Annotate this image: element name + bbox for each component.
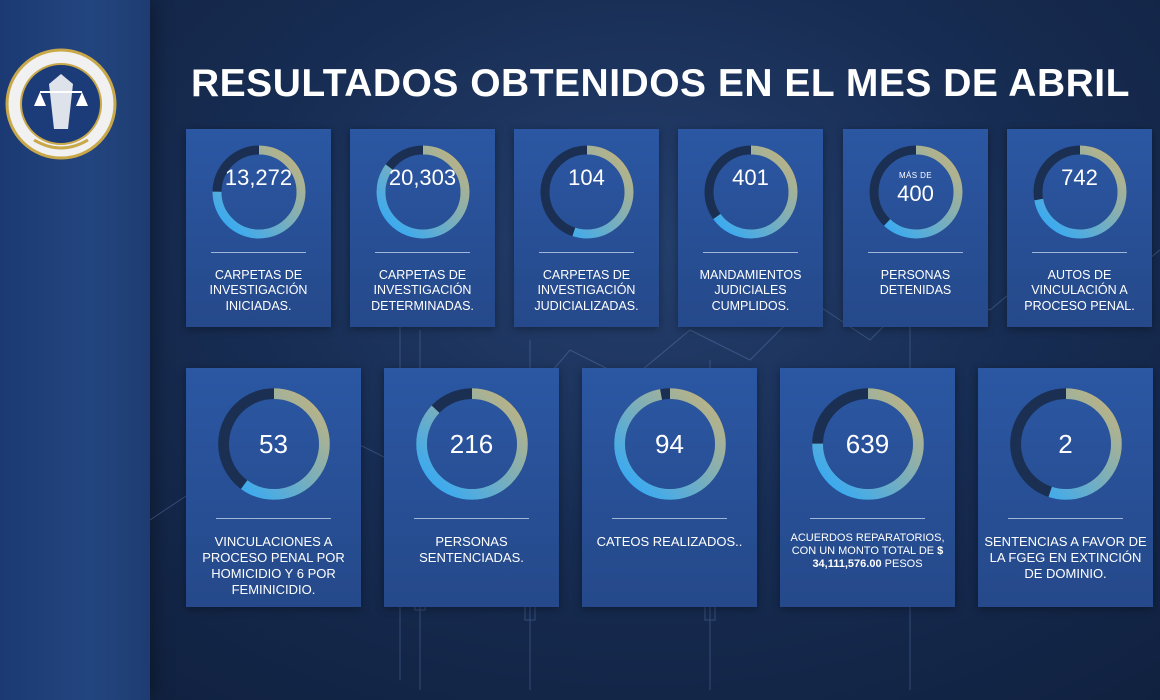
progress-ring <box>540 145 633 239</box>
stat-value: 20,303 <box>388 165 457 190</box>
progress-ring <box>376 145 469 239</box>
ring-progress-arc <box>811 388 924 500</box>
stat-value: 2 <box>1058 429 1073 459</box>
ring-progress-arc <box>1033 145 1126 239</box>
stat-label: PERSONAS DETENIDAS <box>879 268 952 298</box>
divider <box>810 518 925 519</box>
stat-card-cateos: 94 CATEOS REALIZADOS.. <box>582 368 757 607</box>
divider <box>1008 518 1123 519</box>
progress-ring <box>415 388 528 500</box>
progress-ring <box>613 388 726 500</box>
stat-value: 94 <box>655 429 684 459</box>
stat-label: AUTOS DE VINCULACIÓN A PROCESO PENAL. <box>1024 268 1135 313</box>
stat-label: CARPETAS DE INVESTIGACIÓN JUDICIALIZADAS… <box>534 268 639 313</box>
stat-value: 742 <box>1061 165 1098 190</box>
stat-value: 639 <box>845 429 890 459</box>
divider <box>211 252 306 253</box>
stat-value: 400 <box>897 181 934 206</box>
divider <box>539 252 634 253</box>
progress-ring <box>1009 388 1122 500</box>
ring-progress-arc <box>869 145 962 239</box>
stat-card-carpetas-determinadas: 20,303 CARPETAS DE INVESTIGACIÓN DETERMI… <box>350 129 495 327</box>
stat-value: 53 <box>259 429 288 459</box>
stat-label: VINCULACIONES A PROCESO PENAL POR HOMICI… <box>202 534 345 597</box>
ring-progress-arc <box>1009 388 1122 500</box>
stat-label: MANDAMIENTOS JUDICIALES CUMPLIDOS. <box>699 268 802 313</box>
stat-label: CARPETAS DE INVESTIGACIÓN DETERMINADAS. <box>371 268 474 313</box>
progress-ring <box>811 388 924 500</box>
stat-card-carpetas-iniciadas: 13,272 CARPETAS DE INVESTIGACIÓN INICIAD… <box>186 129 331 327</box>
progress-ring <box>704 145 797 239</box>
fiscalia-logo <box>5 48 117 160</box>
stat-value: 104 <box>568 165 605 190</box>
divider <box>868 252 963 253</box>
stat-card-acuerdos-reparatorios: 639 ACUERDOS REPARATORIOS, CON UN MONTO … <box>780 368 955 607</box>
ring-progress-arc <box>212 145 305 239</box>
stat-label: CARPETAS DE INVESTIGACIÓN INICIADAS. <box>209 268 308 313</box>
stat-card-autos-vinculacion: 742 AUTOS DE VINCULACIÓN A PROCESO PENAL… <box>1007 129 1152 327</box>
progress-ring <box>869 145 962 239</box>
stat-value: 216 <box>449 429 494 459</box>
ring-progress-arc <box>704 145 797 239</box>
label-text: ACUERDOS REPARATORIOS, CON UN MONTO TOTA… <box>790 532 945 558</box>
stat-label: PERSONAS SENTENCIADAS. <box>419 534 524 565</box>
progress-ring <box>1033 145 1126 239</box>
stat-label: SENTENCIAS A FAVOR DE LA FGEG EN EXTINCI… <box>984 534 1147 581</box>
divider <box>703 252 798 253</box>
stat-card-carpetas-judicializadas: 104 CARPETAS DE INVESTIGACIÓN JUDICIALIZ… <box>514 129 659 327</box>
ring-progress-arc <box>613 388 726 500</box>
stat-label: CATEOS REALIZADOS.. <box>596 534 743 549</box>
divider <box>1032 252 1127 253</box>
stat-card-personas-detenidas: MÁS DE 400 PERSONAS DETENIDAS <box>843 129 988 327</box>
divider <box>414 518 529 519</box>
label-amount: $ 34,111,576.00 <box>812 545 944 571</box>
stat-value: 401 <box>732 165 769 190</box>
label-suffix: PESOS <box>884 558 923 571</box>
stat-card-mandamientos: 401 MANDAMIENTOS JUDICIALES CUMPLIDOS. <box>678 129 823 327</box>
stat-card-sentencias-extincion: 2 SENTENCIAS A FAVOR DE LA FGEG EN EXTIN… <box>978 368 1153 607</box>
progress-ring <box>212 145 305 239</box>
ring-progress-arc <box>415 388 528 500</box>
divider <box>375 252 470 253</box>
divider <box>612 518 727 519</box>
stat-label: ACUERDOS REPARATORIOS, CON UN MONTO TOTA… <box>786 532 949 572</box>
ring-progress-arc <box>217 388 330 500</box>
ring-progress-arc <box>540 145 633 239</box>
stat-prefix: MÁS DE <box>898 171 933 180</box>
divider <box>216 518 331 519</box>
stat-value: 13,272 <box>224 165 293 190</box>
ring-progress-arc <box>376 145 469 239</box>
page-title: RESULTADOS OBTENIDOS EN EL MES DE ABRIL <box>191 62 1130 105</box>
stat-card-personas-sentenciadas: 216 PERSONAS SENTENCIADAS. <box>384 368 559 607</box>
progress-ring <box>217 388 330 500</box>
stat-card-vinculaciones-homicidio: 53 VINCULACIONES A PROCESO PENAL POR HOM… <box>186 368 361 607</box>
